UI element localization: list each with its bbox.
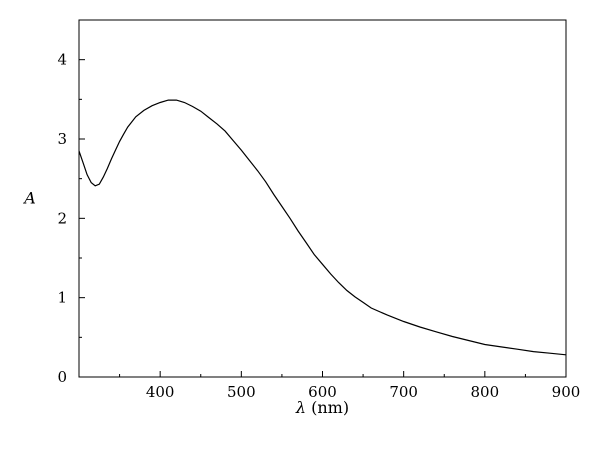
y-tick-label: 2 xyxy=(57,209,67,227)
ticks-layer: 400 500 600 700 800 900 0 1 2 3 4 xyxy=(57,51,580,401)
x-tick-label: 700 xyxy=(389,383,418,401)
y-tick-label: 3 xyxy=(57,130,67,148)
x-tick-label: 500 xyxy=(227,383,256,401)
x-tick-label: 400 xyxy=(146,383,175,401)
absorbance-curve xyxy=(78,99,567,356)
y-axis-title: A xyxy=(22,189,36,208)
x-tick-label: 600 xyxy=(308,383,337,401)
x-tick-label: 900 xyxy=(552,383,581,401)
plot-frame xyxy=(78,19,567,378)
x-tick-label: 800 xyxy=(471,383,500,401)
x-axis-unit: (nm) xyxy=(311,398,349,417)
x-axis-title: λ (nm) xyxy=(295,398,349,417)
x-axis-symbol: λ xyxy=(295,398,306,417)
y-tick-label: 4 xyxy=(57,51,67,69)
y-tick-label: 1 xyxy=(57,289,67,307)
y-tick-label: 0 xyxy=(57,368,67,386)
